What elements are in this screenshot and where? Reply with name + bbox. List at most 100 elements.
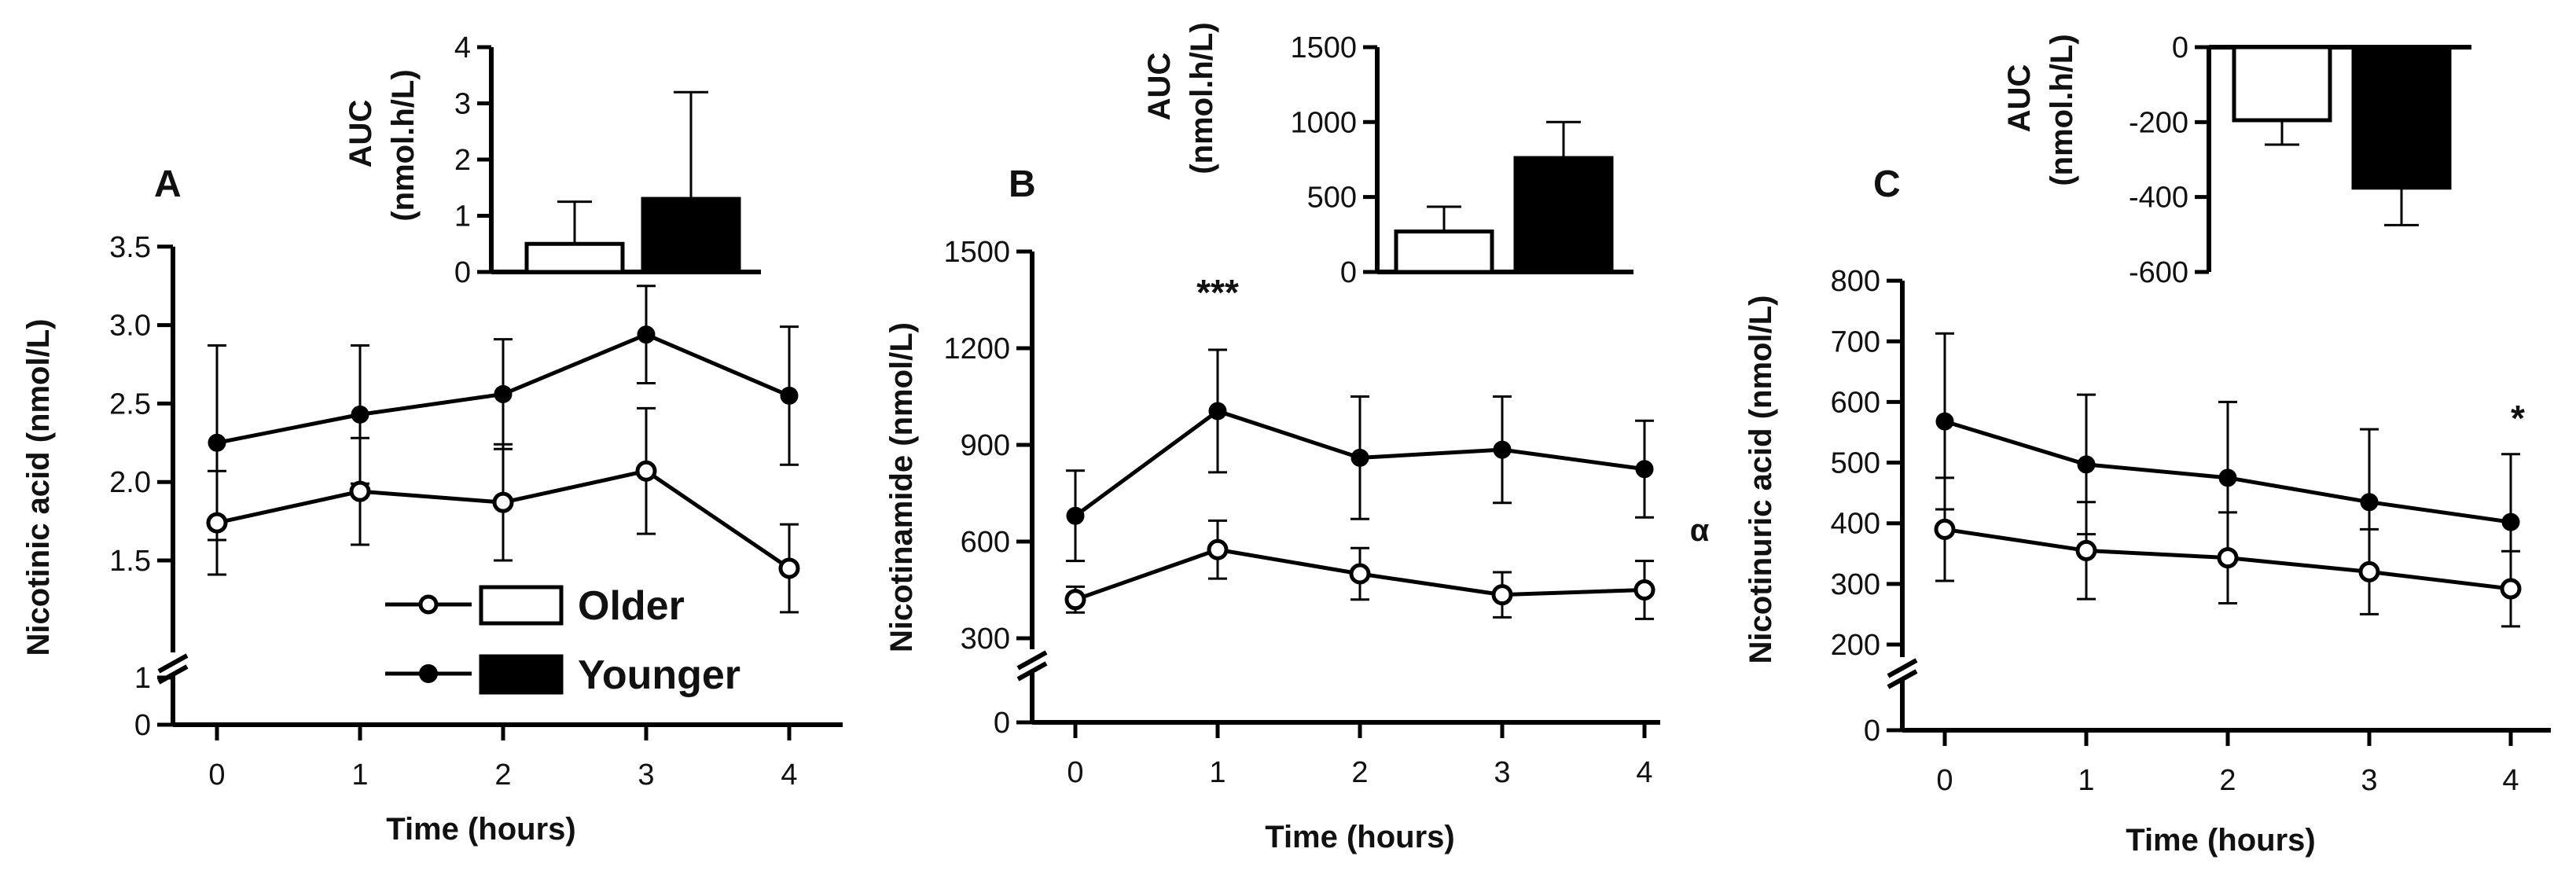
x-tick-label-c: 3 — [2361, 764, 2377, 797]
inset-y-tick-label-b: 1000 — [1290, 106, 1357, 139]
x-tick-label-b: 4 — [1636, 756, 1652, 789]
inset-y-label-c-line1: AUC — [2002, 64, 2037, 133]
data-point-older-a — [635, 460, 657, 482]
x-tick-label-a: 3 — [638, 759, 654, 792]
axis-break-mark-b — [1016, 661, 1048, 681]
axis-break-mark-a — [157, 664, 189, 685]
x-axis-label-c: Time (hours) — [2126, 823, 2316, 858]
y-tick-label-c: 600 — [1831, 386, 1880, 419]
significance-marker-b: α — [1690, 513, 1710, 548]
y-tick-label-b: 900 — [961, 429, 1010, 462]
y-axis-label-a: Nicotinic acid (nmol/L) — [21, 319, 56, 656]
y-tick-label-b: 0 — [994, 707, 1010, 740]
axis-break-mark-c — [1887, 669, 1918, 689]
x-tick-label-b: 3 — [1494, 756, 1510, 789]
data-point-younger-c — [2501, 512, 2520, 531]
data-point-older-c — [2075, 539, 2097, 561]
y-tick-label-a: 2.5 — [109, 388, 151, 421]
data-point-younger-a — [637, 325, 656, 344]
inset-bar-younger-b — [1513, 156, 1614, 274]
y-tick-label-a: 3.0 — [109, 310, 151, 343]
x-tick-label-b: 0 — [1067, 756, 1083, 789]
data-point-older-b — [1633, 579, 1655, 601]
y-tick-label-b: 300 — [961, 623, 1010, 656]
data-point-older-b — [1491, 584, 1513, 606]
x-tick-label-a: 1 — [351, 759, 368, 792]
inset-y-tick-label-b: 0 — [1340, 256, 1357, 289]
inset-bar-older-b — [1394, 230, 1494, 274]
data-point-younger-b — [1635, 460, 1654, 479]
data-point-younger-a — [208, 433, 226, 452]
data-point-older-c — [2500, 578, 2522, 600]
data-point-younger-c — [2218, 468, 2237, 487]
inset-y-tick-label-a: 1 — [454, 200, 471, 233]
y-tick-label-a: 2.0 — [109, 466, 151, 499]
data-point-younger-c — [2077, 455, 2096, 474]
x-tick-label-c: 1 — [2078, 764, 2094, 797]
data-point-older-a — [349, 480, 371, 502]
x-tick-label-c: 0 — [1936, 764, 1953, 797]
x-tick-label-b: 1 — [1209, 756, 1226, 789]
y-tick-label-b: 1500 — [943, 236, 1010, 269]
inset-y-tick-label-b: 1500 — [1290, 31, 1357, 64]
y-tick-label-a: 1.5 — [109, 545, 151, 578]
y-tick-label-c: 300 — [1831, 568, 1880, 601]
axis-break-mark-a — [157, 653, 189, 674]
x-axis-label-a: Time (hours) — [386, 812, 576, 847]
inset-y-label-a-line1: AUC — [344, 100, 378, 168]
y-tick-label-c: 500 — [1831, 447, 1880, 480]
legend: Older Younger — [385, 583, 740, 698]
y-tick-label-a: 0 — [134, 709, 151, 742]
significance-marker-b: *** — [1196, 272, 1239, 313]
data-point-younger-c — [2360, 493, 2379, 512]
inset-y-label-b-line1: AUC — [1142, 53, 1177, 121]
inset-bar-older-a — [524, 241, 625, 274]
inset-bar-younger-a — [641, 197, 741, 274]
y-tick-label-a: 3.5 — [109, 231, 151, 264]
x-tick-label-c: 4 — [2502, 764, 2519, 797]
legend-older-marker — [418, 594, 439, 615]
x-tick-label-a: 2 — [494, 759, 511, 792]
inset-y-tick-label-c: -600 — [2129, 256, 2188, 289]
data-point-older-b — [1207, 538, 1229, 560]
legend-older-swatch — [479, 585, 564, 626]
inset-y-tick-label-c: 0 — [2172, 31, 2188, 64]
data-point-older-c — [1934, 518, 1956, 540]
data-point-younger-c — [1935, 412, 1954, 431]
legend-younger-swatch — [479, 654, 564, 695]
data-point-younger-b — [1208, 402, 1227, 421]
legend-older-label: Older — [578, 583, 685, 629]
inset-y-tick-label-a: 4 — [454, 31, 471, 64]
inset-y-tick-label-a: 0 — [454, 256, 471, 289]
significance-marker-c: * — [2511, 398, 2525, 439]
y-tick-label-a: 1 — [134, 662, 151, 695]
data-point-younger-a — [494, 384, 513, 403]
x-axis-label-b: Time (hours) — [1265, 820, 1455, 854]
inset-y-label-b-line2: (nmol.h/L) — [1185, 22, 1219, 174]
y-tick-label-c: 400 — [1831, 508, 1880, 541]
inset-y-tick-label-a: 3 — [454, 88, 471, 121]
inset-y-tick-label-c: -400 — [2129, 182, 2188, 215]
axis-break-mark-c — [1887, 658, 1918, 678]
inset-y-tick-label-b: 500 — [1307, 182, 1357, 215]
inset-y-tick-label-a: 2 — [454, 144, 471, 177]
data-point-younger-b — [1066, 506, 1085, 525]
data-point-older-a — [778, 557, 800, 579]
x-tick-label-a: 4 — [781, 759, 797, 792]
inset-y-label-a-line2: (nmol.h/L) — [386, 69, 421, 221]
panel-label-b: B — [1009, 163, 1036, 205]
x-tick-label-c: 2 — [2219, 764, 2236, 797]
axis-break-mark-b — [1016, 650, 1048, 670]
x-tick-label-a: 0 — [208, 759, 225, 792]
y-tick-label-c: 0 — [1864, 715, 1880, 748]
legend-younger-marker — [419, 664, 438, 683]
inset-y-tick-label-c: -200 — [2129, 106, 2188, 139]
data-point-older-c — [2358, 560, 2380, 582]
data-point-younger-b — [1493, 440, 1512, 459]
legend-younger-label: Younger — [578, 652, 740, 698]
data-point-younger-b — [1350, 448, 1369, 467]
data-point-younger-a — [351, 405, 369, 424]
data-point-older-c — [2217, 547, 2239, 569]
